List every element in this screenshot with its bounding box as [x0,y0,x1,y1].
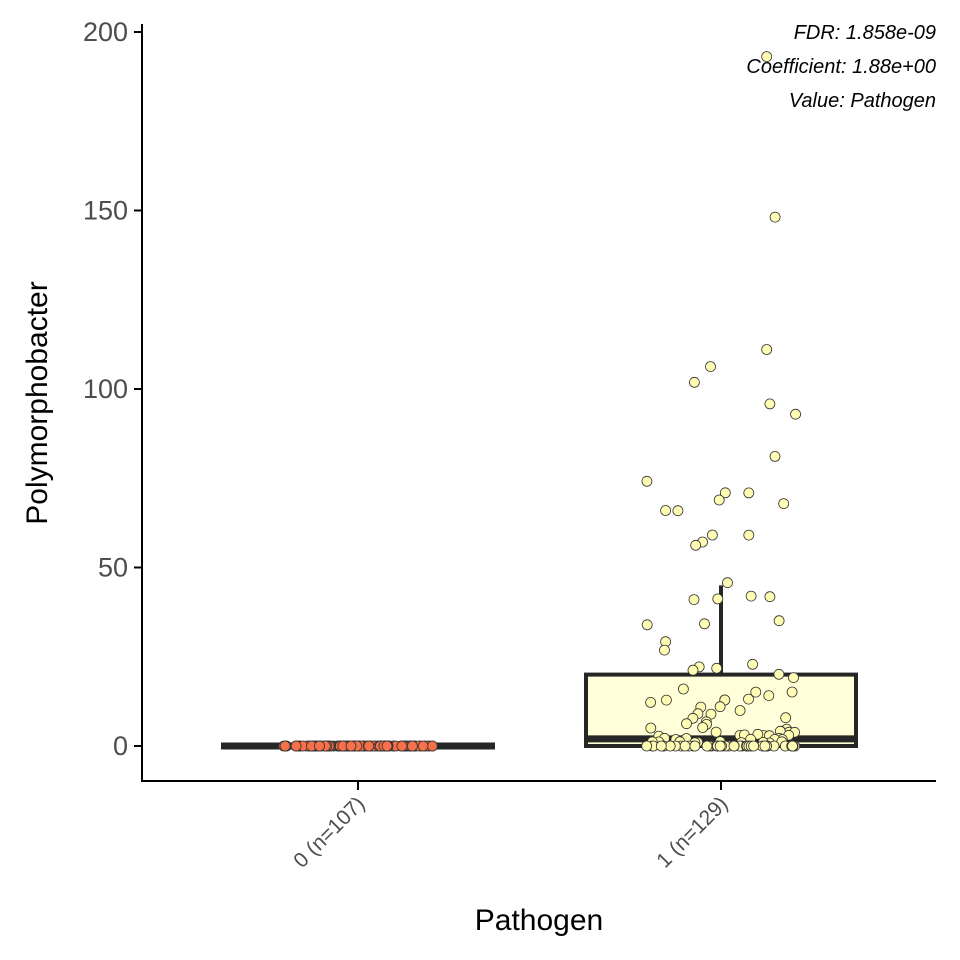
data-point [788,672,799,683]
data-point [381,740,393,752]
data-point [690,539,702,551]
data-point [712,593,724,605]
y-axis-title: Polymorphobacter [21,281,54,524]
y-ticks: 0 50 100 150 200 [83,17,142,761]
points-layer [278,51,801,752]
data-point [761,51,773,62]
data-point [697,722,709,733]
data-point [645,697,656,708]
data-point [710,726,722,738]
data-point [641,619,653,631]
y-tick-label: 0 [113,731,128,761]
data-point [290,740,302,752]
data-point [363,740,375,752]
data-point [678,683,689,695]
annotation-coefficient: Coefficient: 1.88e+00 [746,56,936,78]
data-point [655,740,667,752]
data-point [661,694,672,706]
data-point [689,740,701,752]
data-point [750,686,762,698]
data-point [761,344,773,355]
data-point [769,211,781,223]
data-point [778,498,790,510]
data-point [743,693,754,705]
data-point [672,505,684,517]
data-point [664,740,676,752]
y-tick-label: 50 [98,553,128,583]
data-point [705,708,717,720]
data-point [314,740,325,752]
data-point [734,705,746,716]
data-point [279,740,291,752]
data-point [406,740,418,752]
data-point [790,408,801,420]
data-point [722,577,733,589]
x-ticks: 0 (n=107) 1 (n=129) [289,781,733,873]
data-point [705,361,716,373]
data-point [773,668,785,680]
data-point [728,740,740,752]
boxes-layer [221,585,858,750]
annotation-fdr: FDR: 1.858e-09 [794,22,936,44]
data-point [645,722,657,734]
data-point [707,529,718,541]
data-point [719,487,731,499]
data-point [764,398,776,410]
data-point [641,740,653,752]
x-tick-label: 1 (n=129) [652,792,732,872]
data-point [747,658,758,670]
y-tick-label: 150 [83,196,128,226]
data-point [745,590,757,602]
data-point [689,376,700,388]
data-point [701,740,713,752]
data-point [759,740,771,752]
data-point [688,594,700,605]
data-point [769,450,781,462]
data-point [679,740,691,752]
data-point [743,529,755,541]
data-point [743,487,755,499]
data-point [699,618,710,630]
x-tick-label: 0 (n=107) [289,792,369,872]
data-point [345,740,357,752]
data-point [426,740,438,752]
data-point [660,505,671,516]
data-point [714,701,726,713]
data-point [786,686,798,698]
data-point [764,591,776,603]
data-point [641,475,653,487]
data-point [417,740,429,752]
data-point [787,740,798,752]
y-tick-label: 200 [83,17,128,47]
y-tick-label: 100 [83,374,128,404]
data-point [659,644,670,656]
data-point [714,740,726,752]
x-axis-title: Pathogen [475,904,603,937]
data-point [687,664,699,676]
data-point [713,494,725,506]
data-point [396,740,408,752]
data-point [763,690,775,701]
data-point [711,662,723,674]
annotation-value: Value: Pathogen [789,90,936,112]
data-point [681,718,692,730]
data-point [748,740,759,752]
data-point [773,615,785,627]
data-point [780,712,792,724]
